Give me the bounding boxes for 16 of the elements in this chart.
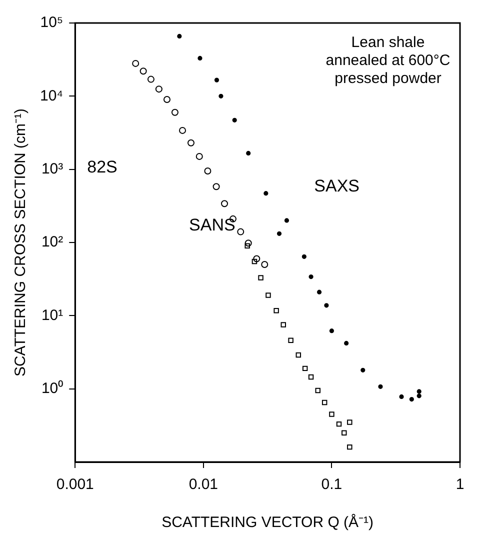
- x-tick-label: 0.01: [188, 476, 218, 494]
- series-label: SANS: [189, 216, 236, 235]
- y-tick-label: 10⁰: [41, 380, 64, 397]
- x-axis-title: SCATTERING VECTOR Q (Å⁻¹): [162, 513, 374, 532]
- y-tick-label: 10¹: [41, 306, 64, 324]
- annotation: 82S: [87, 158, 118, 177]
- annotation: Lean shale annealed at 600°C pressed powder: [326, 34, 450, 88]
- y-axis-title: SCATTERING CROSS SECTION (cm⁻¹): [12, 108, 30, 377]
- x-tick-label: 0.1: [321, 476, 342, 494]
- y-tick-label: 10⁴: [40, 87, 64, 104]
- x-tick-label: 0.001: [56, 476, 94, 494]
- x-tick-label: 1: [456, 476, 464, 494]
- text: SAXS: [314, 176, 360, 196]
- y-tick-label: 10⁵: [40, 14, 64, 32]
- y-tick-label: 10²: [41, 234, 64, 251]
- y-tick-label: 10³: [41, 160, 64, 178]
